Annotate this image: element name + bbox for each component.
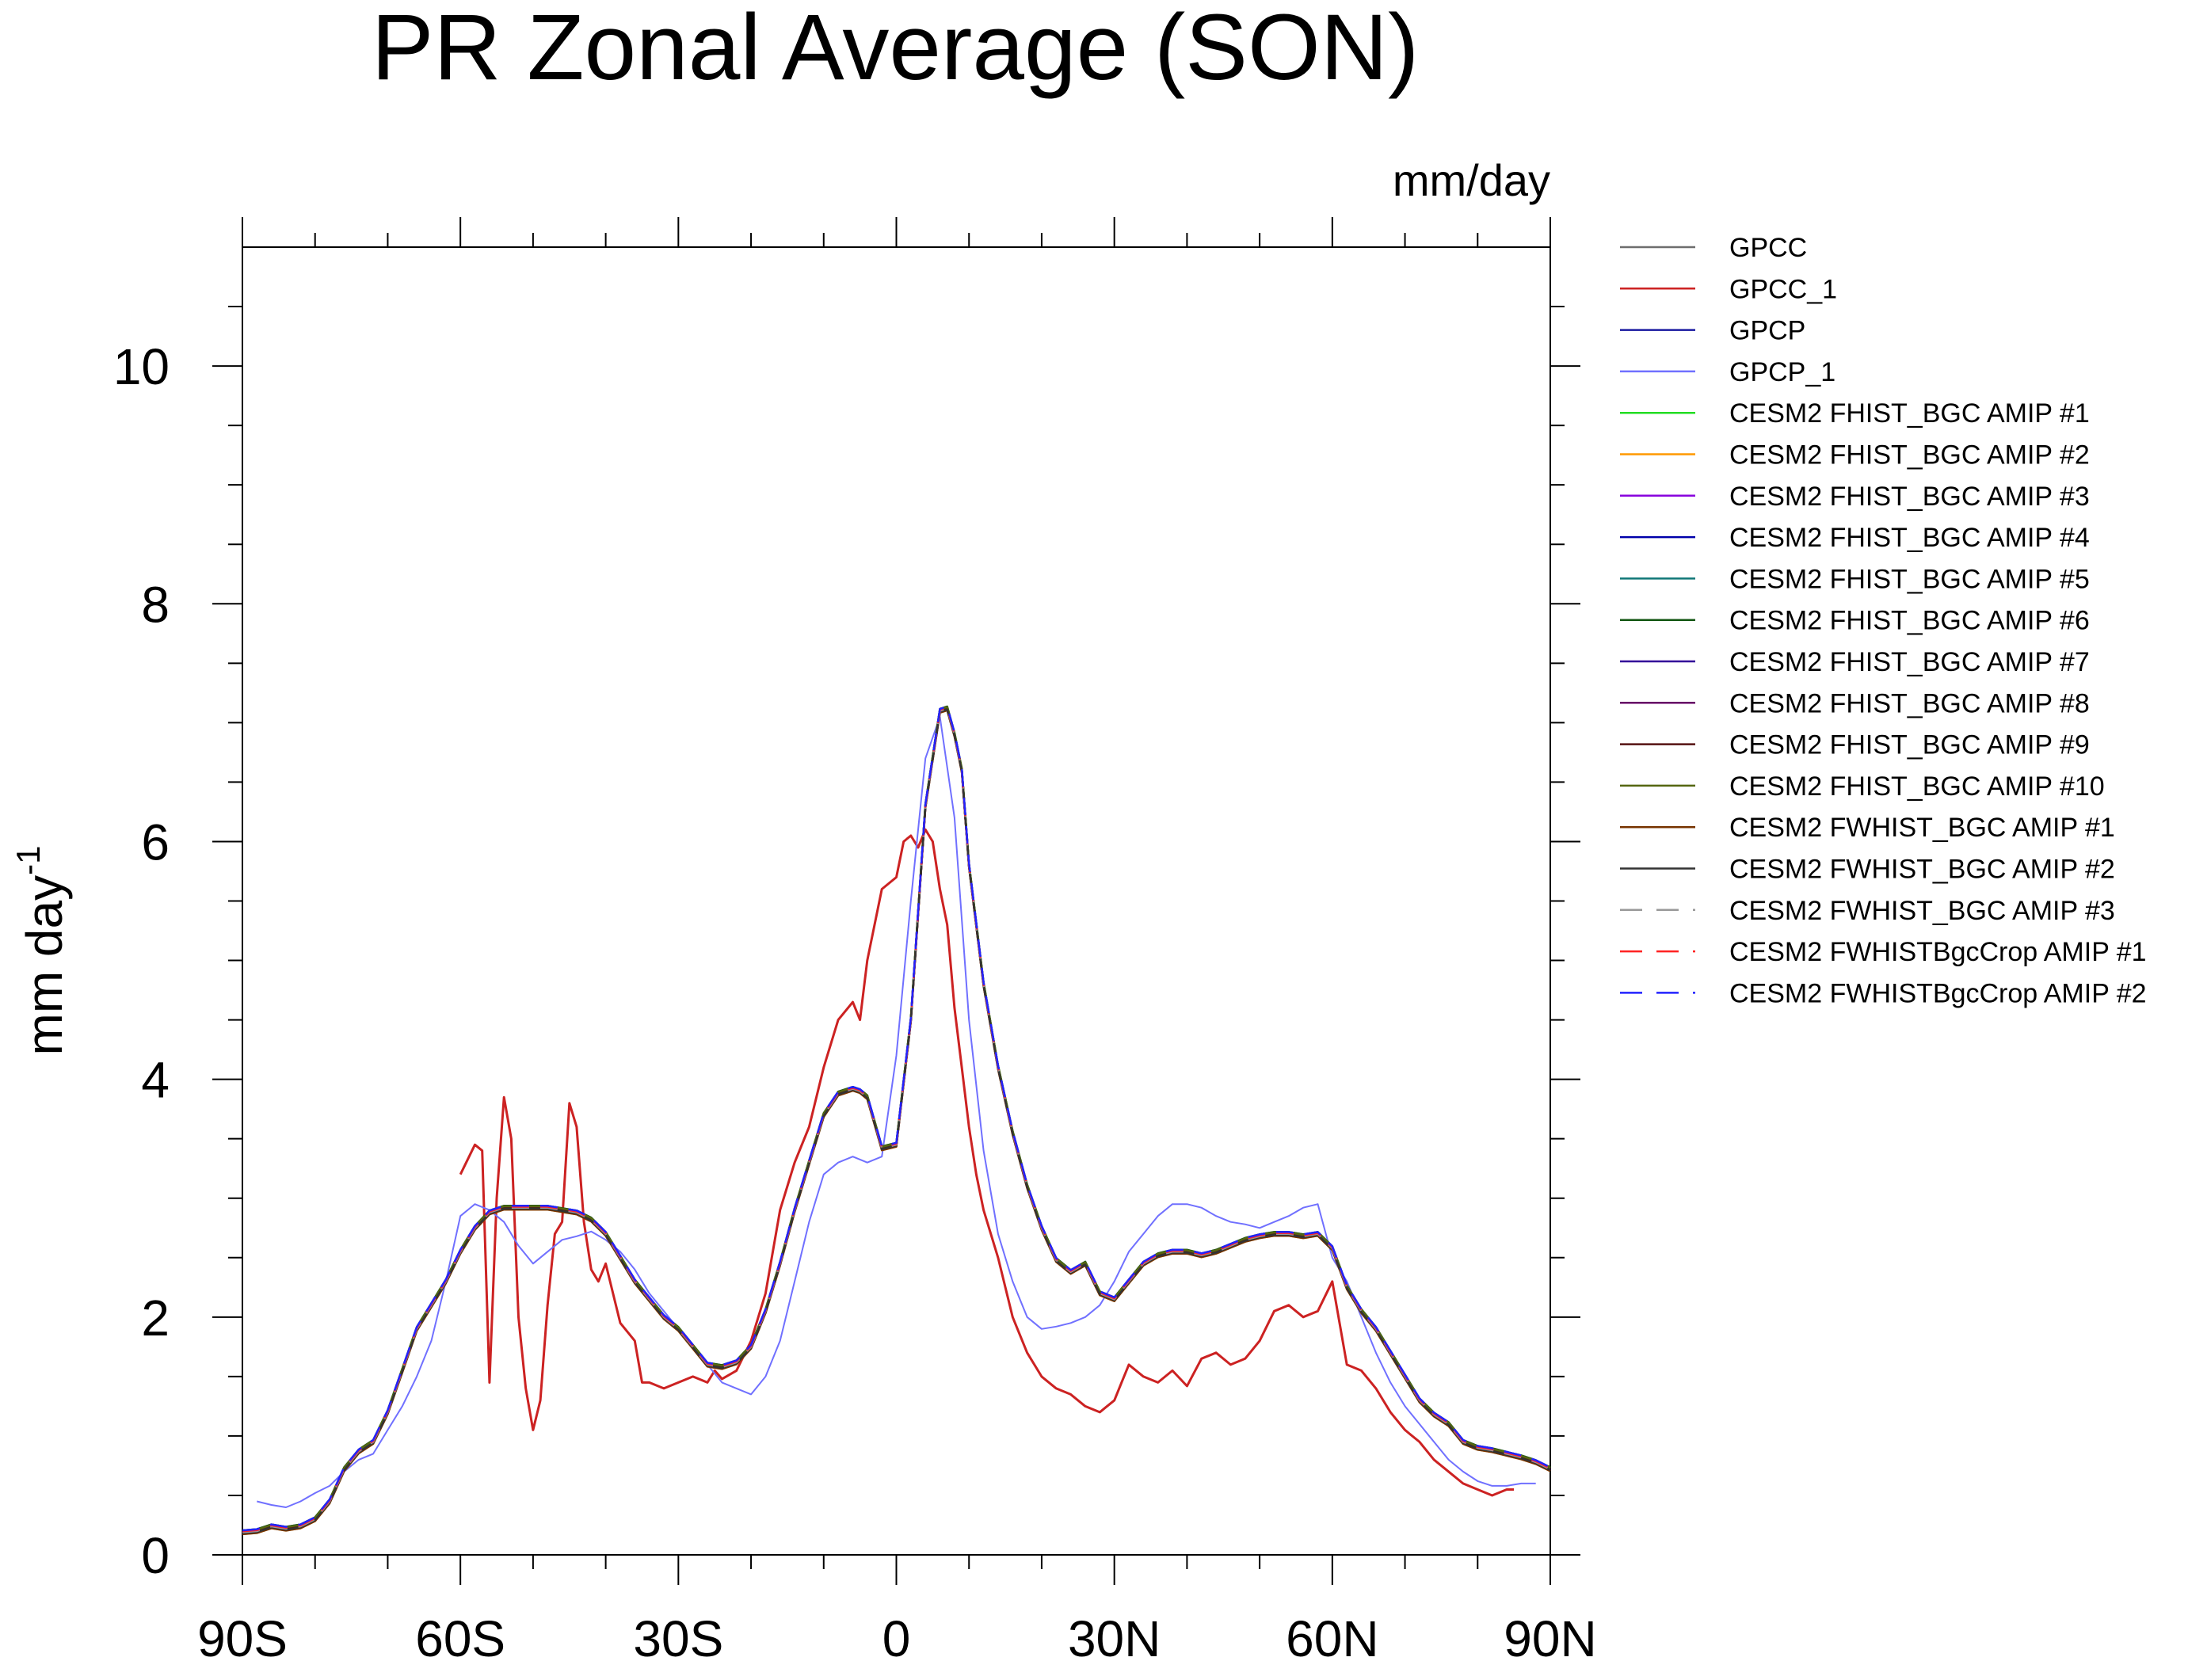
series-line-16: [242, 707, 1551, 1533]
series-line-3: [257, 715, 1536, 1508]
series-line-12: [242, 707, 1551, 1533]
legend-label: CESM2 FHIST_BGC AMIP #5: [1729, 564, 2090, 594]
chart-title: PR Zonal Average (SON): [372, 0, 1420, 100]
x-tick-label: 90N: [1504, 1610, 1596, 1667]
legend-label: GPCP_1: [1729, 357, 1835, 387]
series-line-5: [242, 709, 1551, 1536]
y-tick-label: 6: [141, 813, 170, 870]
y-tick-label: 2: [141, 1290, 170, 1347]
y-axis-label: mm day-1: [10, 846, 73, 1056]
legend: GPCC GPCC_1 GPCP GPCP_1 CESM2 FHIST_BGC AMIP…: [1620, 233, 2147, 1008]
series-line-7: [242, 707, 1551, 1533]
legend-label: CESM2 FHIST_BGC AMIP #6: [1729, 606, 2090, 636]
x-tick-label: 60S: [415, 1610, 505, 1667]
x-tick-label: 90S: [197, 1610, 288, 1667]
y-tick-label: 10: [113, 338, 170, 395]
x-axis: 90S 60S 30S 0 30N 60N 90N: [197, 217, 1597, 1667]
y-axis-label-superscript: -1: [10, 846, 47, 875]
legend-label: CESM2 FWHISTBgcCrop AMIP #1: [1729, 937, 2147, 967]
legend-label: CESM2 FHIST_BGC AMIP #2: [1729, 440, 2090, 470]
y-tick-label: 0: [141, 1527, 170, 1584]
y-tick-label: 4: [141, 1052, 170, 1109]
legend-label: CESM2 FWHISTBgcCrop AMIP #2: [1729, 978, 2147, 1008]
series-line-15: [242, 708, 1551, 1534]
legend-label: CESM2 FHIST_BGC AMIP #8: [1729, 688, 2090, 718]
plot-frame: [242, 246, 1551, 1556]
legend-label: GPCP: [1729, 316, 1805, 346]
legend-label: CESM2 FHIST_BGC AMIP #7: [1729, 647, 2090, 677]
series-line-9: [242, 705, 1551, 1532]
x-tick-label: 30N: [1068, 1610, 1161, 1667]
units-label: mm/day: [1393, 155, 1550, 205]
series-line-0: [242, 705, 1551, 1532]
legend-label: CESM2 FHIST_BGC AMIP #1: [1729, 398, 2090, 429]
series-line-2: [242, 707, 1551, 1534]
series-line-1: [459, 828, 1515, 1497]
plot-border: [242, 246, 1551, 1556]
series-line-18: [242, 705, 1551, 1532]
y-axis-label-text: mm day: [16, 875, 73, 1056]
x-tick-label: 0: [882, 1610, 911, 1667]
legend-label: CESM2 FHIST_BGC AMIP #4: [1729, 523, 2090, 553]
legend-label: CESM2 FHIST_BGC AMIP #9: [1729, 730, 2090, 760]
legend-label: CESM2 FWHIST_BGC AMIP #3: [1729, 896, 2115, 926]
series-line-6: [242, 708, 1551, 1534]
legend-label: GPCC: [1729, 233, 1807, 263]
x-tick-label: 30S: [633, 1610, 723, 1667]
legend-label: CESM2 FHIST_BGC AMIP #10: [1729, 771, 2105, 802]
legend-label: CESM2 FWHIST_BGC AMIP #1: [1729, 813, 2115, 843]
y-axis: 0 2 4 6 8 10: [113, 306, 1580, 1584]
legend-label: GPCC_1: [1729, 274, 1837, 304]
legend-label: CESM2 FHIST_BGC AMIP #3: [1729, 482, 2090, 512]
series-line-13: [242, 706, 1551, 1532]
legend-label: CESM2 FWHIST_BGC AMIP #2: [1729, 855, 2115, 885]
series-line-10: [242, 708, 1551, 1535]
series-line-4: [242, 706, 1551, 1532]
y-tick-label: 8: [141, 576, 170, 633]
series-line-14: [242, 709, 1551, 1536]
series-line-11: [242, 707, 1551, 1534]
x-tick-label: 60N: [1286, 1610, 1378, 1667]
series-line-17: [242, 706, 1551, 1533]
series-line-8: [242, 706, 1551, 1533]
data-lines: [242, 705, 1551, 1536]
